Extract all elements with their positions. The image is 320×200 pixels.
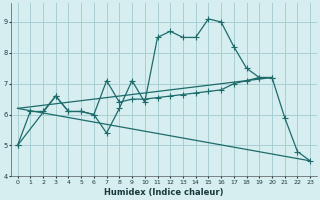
X-axis label: Humidex (Indice chaleur): Humidex (Indice chaleur) (104, 188, 224, 197)
